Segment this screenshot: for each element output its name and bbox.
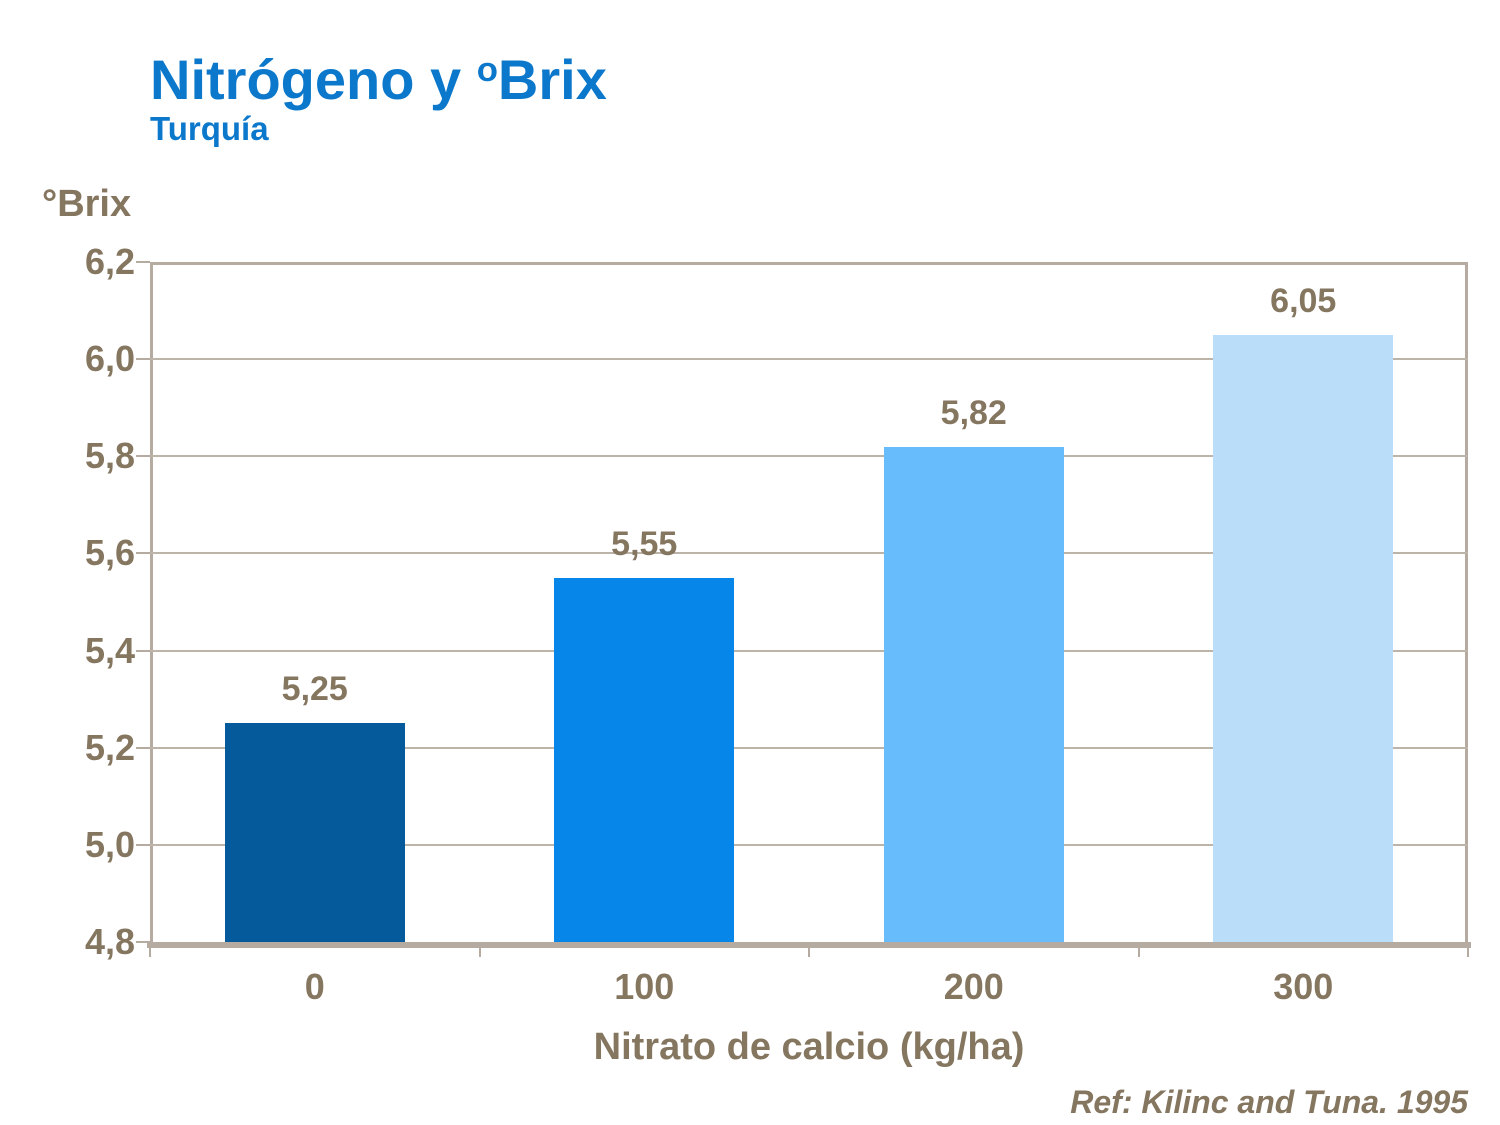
bar: [883, 446, 1064, 942]
y-tick-mark: [136, 261, 150, 263]
bar-value-label: 5,82: [940, 393, 1007, 432]
x-tick-label: 300: [1273, 966, 1334, 1007]
gridline: [150, 358, 1468, 361]
y-tick-mark: [136, 358, 150, 361]
gridline: [150, 455, 1468, 458]
y-tick-label: 4,8: [84, 921, 135, 962]
x-tick-label: 100: [614, 966, 675, 1007]
x-tick-label: 0: [304, 966, 325, 1007]
y-tick-label: 5,8: [84, 435, 135, 477]
y-axis-title: °Brix: [42, 183, 132, 225]
x-axis-title: Nitrato de calcio (kg/ha): [593, 1026, 1025, 1068]
chart-subtitle: Turquía: [150, 110, 269, 147]
y-tick-label: 6,2: [84, 241, 135, 282]
x-tick-label: 200: [943, 966, 1004, 1007]
y-tick-mark: [136, 941, 150, 943]
chart-title: Nitrógeno y oBrix: [150, 52, 607, 108]
x-tick-mark: [1137, 942, 1140, 957]
x-tick-mark: [808, 942, 810, 957]
y-tick-mark: [136, 746, 150, 749]
reference-text: Ref: Kilinc and Tuna. 1995: [1070, 1084, 1468, 1120]
bar: [224, 723, 405, 942]
gridline: [150, 649, 1468, 652]
bar-value-label: 5,55: [611, 524, 678, 563]
x-tick-mark: [1467, 942, 1469, 957]
bar-value-label: 5,25: [281, 670, 348, 709]
y-tick-mark: [136, 649, 150, 652]
gridline: [150, 746, 1468, 749]
chart-title-prefix: Nitrógeno y: [150, 48, 477, 111]
y-tick-label: 6,0: [84, 338, 135, 380]
gridline: [150, 552, 1468, 555]
bar: [554, 577, 735, 942]
bar-value-label: 6,05: [1270, 281, 1337, 320]
bar: [1213, 334, 1394, 942]
chart-title-rest: Brix: [497, 48, 607, 111]
x-tick-mark: [149, 942, 151, 957]
y-tick-mark: [136, 552, 150, 555]
gridline: [150, 843, 1468, 846]
y-tick-label: 5,6: [84, 532, 135, 574]
y-tick-mark: [136, 455, 150, 458]
y-tick-mark: [136, 843, 150, 846]
x-tick-mark: [478, 942, 481, 957]
y-tick-label: 5,2: [84, 726, 135, 768]
y-tick-label: 5,0: [84, 823, 135, 865]
y-tick-label: 5,4: [84, 629, 135, 671]
chart-title-superscript: o: [476, 51, 498, 89]
